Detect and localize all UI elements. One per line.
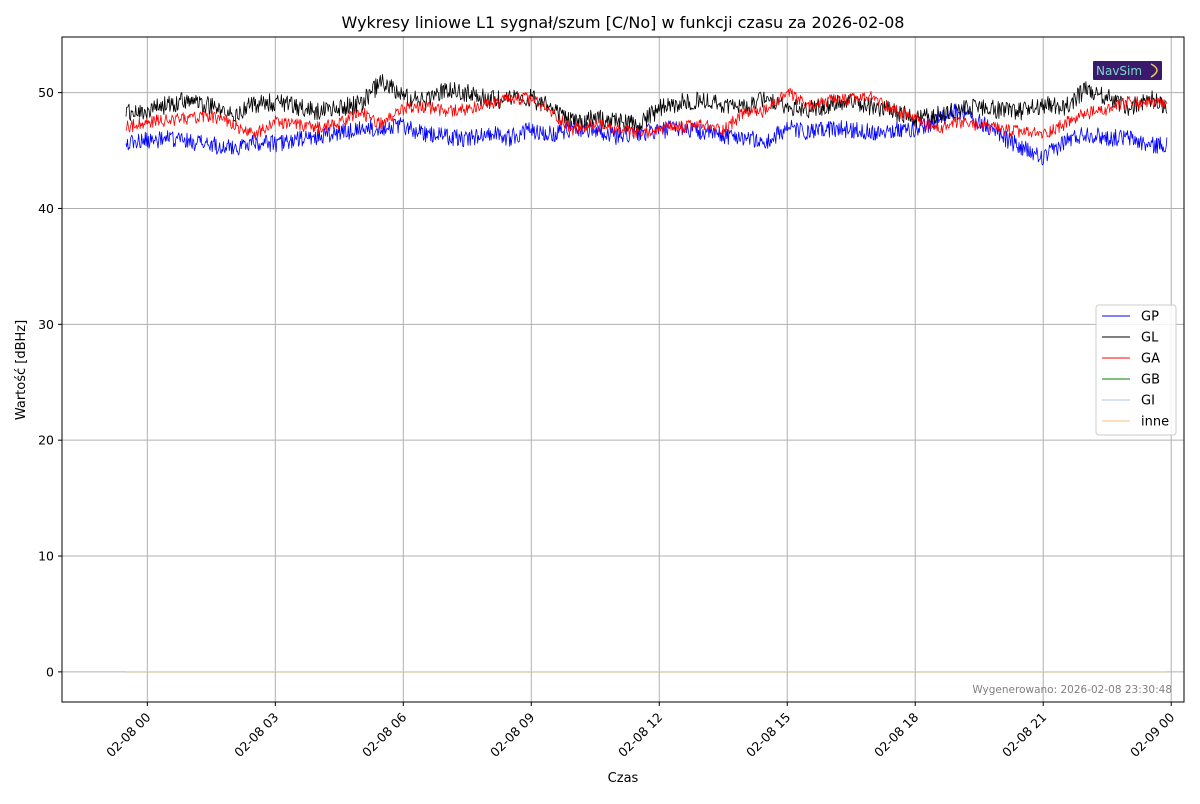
y-axis-label: Wartość [dBHz] xyxy=(14,320,29,420)
y-tick-label: 20 xyxy=(38,433,54,448)
legend-label-gl: GL xyxy=(1141,331,1159,346)
legend-label-ga: GA xyxy=(1141,352,1160,367)
y-tick-label: 40 xyxy=(38,201,54,216)
plot-frame xyxy=(61,36,1185,703)
y-tick-label: 0 xyxy=(46,664,54,679)
generated-footnote: Wygenerowano: 2026-02-08 23:30:48 xyxy=(972,684,1172,696)
legend-label-inne: inne xyxy=(1141,415,1169,430)
logo-arc-icon xyxy=(1150,63,1158,78)
chart-title: Wykresy liniowe L1 sygnał/szum [C/No] w … xyxy=(342,13,905,32)
y-tick-label: 10 xyxy=(38,549,54,564)
legend: GP GL GA GB GI inne xyxy=(1095,304,1177,436)
series-line-ga xyxy=(125,87,1168,141)
logo-background xyxy=(1093,61,1162,80)
legend-label-gi: GI xyxy=(1141,394,1155,409)
series-line-gl xyxy=(125,74,1168,134)
logo-text: NavSim xyxy=(1096,64,1142,78)
y-tick-label: 30 xyxy=(38,317,54,332)
navsim-logo: NavSim xyxy=(1093,61,1162,80)
y-tick-label: 50 xyxy=(38,85,54,100)
legend-label-gb: GB xyxy=(1141,373,1160,388)
legend-label-gp: GP xyxy=(1141,310,1159,325)
series-layer xyxy=(125,74,1168,673)
x-axis-label: Czas xyxy=(608,771,639,786)
